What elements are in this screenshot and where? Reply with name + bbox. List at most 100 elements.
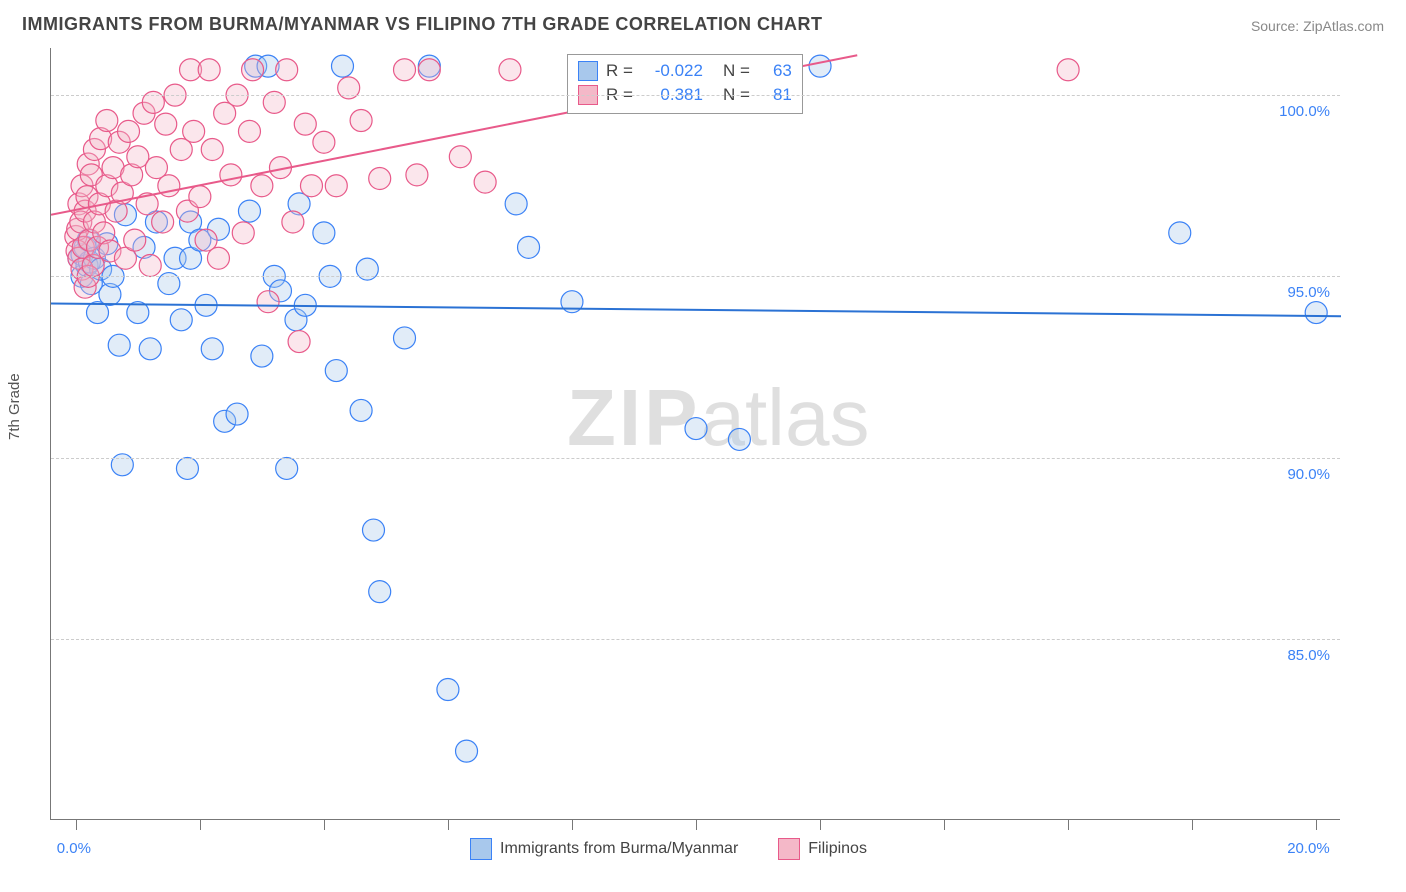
data-point: [195, 229, 217, 251]
data-point: [70, 211, 92, 233]
data-point: [93, 222, 115, 244]
data-point: [363, 519, 385, 541]
data-point: [251, 345, 273, 367]
data-point: [437, 679, 459, 701]
x-tick: [76, 820, 77, 830]
data-point: [71, 244, 93, 266]
x-tick-label-max: 20.0%: [1287, 840, 1330, 857]
data-point: [313, 222, 335, 244]
gridline: [51, 639, 1340, 640]
y-tick-label: 95.0%: [1287, 284, 1330, 301]
data-point: [809, 55, 831, 77]
data-point: [72, 236, 94, 258]
data-point: [176, 200, 198, 222]
data-point: [257, 291, 279, 313]
gridline: [51, 276, 1340, 277]
x-tick: [324, 820, 325, 830]
n-value: 63: [758, 61, 792, 81]
data-point: [121, 164, 143, 186]
data-point: [111, 182, 133, 204]
data-point: [99, 240, 121, 262]
data-point: [83, 211, 105, 233]
r-label: R =: [606, 61, 633, 81]
x-tick: [1192, 820, 1193, 830]
x-tick: [1068, 820, 1069, 830]
series-legend: Immigrants from Burma/Myanmar Filipinos: [470, 838, 867, 860]
plot-svg: [51, 48, 1341, 820]
y-tick-label: 90.0%: [1287, 466, 1330, 483]
data-point: [282, 211, 304, 233]
n-label: N =: [723, 61, 750, 81]
data-point: [728, 428, 750, 450]
data-point: [158, 175, 180, 197]
watermark: ZIPatlas: [567, 372, 869, 464]
data-point: [331, 55, 353, 77]
data-point: [276, 59, 298, 81]
data-point: [394, 59, 416, 81]
x-tick: [1316, 820, 1317, 830]
data-point: [189, 186, 211, 208]
data-point: [269, 280, 291, 302]
data-point: [1305, 302, 1327, 324]
x-tick-label-min: 0.0%: [57, 840, 91, 857]
data-point: [276, 457, 298, 479]
x-tick: [820, 820, 821, 830]
data-point: [124, 229, 146, 251]
x-tick: [944, 820, 945, 830]
chart-title: IMMIGRANTS FROM BURMA/MYANMAR VS FILIPIN…: [22, 14, 822, 35]
data-point: [189, 229, 211, 251]
data-point: [285, 309, 307, 331]
data-point: [90, 128, 112, 150]
x-tick: [200, 820, 201, 830]
data-point: [96, 175, 118, 197]
data-point: [74, 236, 96, 258]
data-point: [499, 59, 521, 81]
data-point: [68, 247, 90, 269]
data-point: [139, 338, 161, 360]
correlation-legend: R =-0.022N =63R =0.381N =81: [567, 54, 803, 114]
legend-row: R =-0.022N =63: [578, 59, 792, 83]
x-tick: [696, 820, 697, 830]
data-point: [105, 200, 127, 222]
data-point: [145, 157, 167, 179]
data-point: [136, 193, 158, 215]
data-point: [99, 283, 121, 305]
legend-label: Immigrants from Burma/Myanmar: [500, 840, 738, 858]
x-tick: [572, 820, 573, 830]
data-point: [201, 338, 223, 360]
data-point: [226, 403, 248, 425]
data-point: [118, 120, 140, 142]
data-point: [214, 410, 236, 432]
legend-swatch: [578, 61, 598, 81]
data-point: [269, 157, 291, 179]
data-point: [127, 146, 149, 168]
data-point: [133, 102, 155, 124]
data-point: [68, 247, 90, 269]
data-point: [238, 120, 260, 142]
data-point: [207, 247, 229, 269]
legend-label: Filipinos: [808, 840, 867, 858]
data-point: [294, 294, 316, 316]
data-point: [369, 581, 391, 603]
source-link[interactable]: ZipAtlas.com: [1303, 18, 1384, 34]
data-point: [67, 218, 89, 240]
data-point: [74, 276, 96, 298]
data-point: [108, 131, 130, 153]
data-point: [78, 229, 100, 251]
data-point: [87, 236, 109, 258]
data-point: [325, 360, 347, 382]
data-point: [96, 233, 118, 255]
data-point: [66, 240, 88, 262]
data-point: [96, 109, 118, 131]
data-point: [108, 334, 130, 356]
legend-item: Filipinos: [778, 838, 867, 860]
legend-swatch: [778, 838, 800, 860]
data-point: [176, 457, 198, 479]
watermark-right: atlas: [700, 373, 869, 462]
y-tick-label: 85.0%: [1287, 647, 1330, 664]
data-point: [220, 164, 242, 186]
data-point: [406, 164, 428, 186]
data-point: [139, 254, 161, 276]
data-point: [418, 55, 440, 77]
data-point: [288, 193, 310, 215]
